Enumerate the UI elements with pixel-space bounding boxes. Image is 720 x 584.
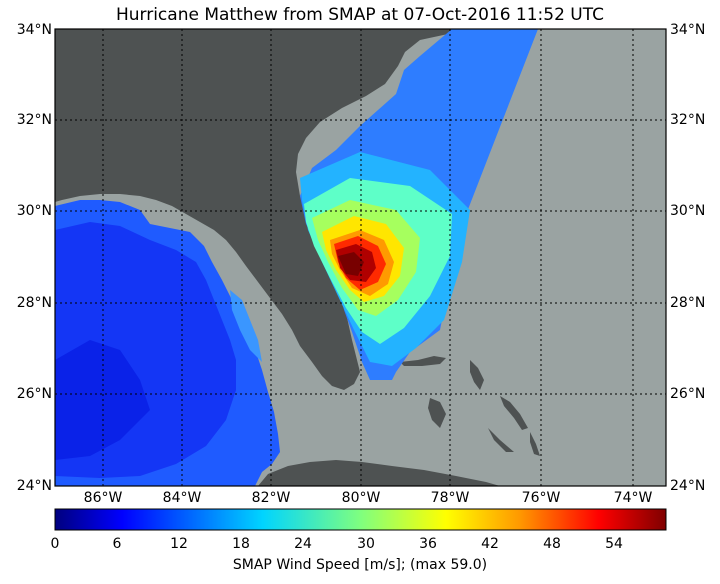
land-cuba bbox=[258, 460, 500, 486]
land-masses bbox=[55, 29, 540, 486]
lat-label-28n-right: 28°N bbox=[670, 295, 706, 311]
map-graticule bbox=[55, 29, 666, 486]
land-eleuthera bbox=[500, 396, 528, 430]
lat-label-28n-left: 28°N bbox=[16, 295, 52, 311]
colorbar-tick-36: 36 bbox=[419, 536, 437, 552]
colorbar-tick-18: 18 bbox=[232, 536, 250, 552]
lat-label-30n-right: 30°N bbox=[670, 203, 706, 219]
lon-label-78w: 78°W bbox=[430, 490, 470, 506]
lon-label-84w: 84°W bbox=[162, 490, 202, 506]
land-abaco bbox=[470, 360, 484, 390]
lat-label-24n-left: 24°N bbox=[16, 478, 52, 494]
colorbar-tick-12: 12 bbox=[170, 536, 188, 552]
lat-label-26n-left: 26°N bbox=[16, 386, 52, 402]
map-frame bbox=[54, 28, 667, 487]
colorbar-tick-54: 54 bbox=[605, 536, 623, 552]
lat-label-24n-right: 24°N bbox=[670, 478, 706, 494]
lat-label-34n-left: 34°N bbox=[16, 22, 52, 38]
land-southeast-us bbox=[55, 29, 455, 390]
map-title: Hurricane Matthew from SMAP at 07-Oct-20… bbox=[115, 5, 605, 25]
colorbar-tick-6: 6 bbox=[112, 536, 122, 552]
lat-label-30n-left: 30°N bbox=[16, 203, 52, 219]
lon-label-76w: 76°W bbox=[521, 490, 561, 506]
land-grand-bahama bbox=[400, 356, 446, 366]
colorbar-tick-30: 30 bbox=[357, 536, 375, 552]
land-andros bbox=[428, 398, 446, 428]
lon-label-80w: 80°W bbox=[341, 490, 381, 506]
colorbar-tick-42: 42 bbox=[481, 536, 499, 552]
lon-label-86w: 86°W bbox=[83, 490, 123, 506]
colorbar bbox=[54, 508, 667, 531]
colorbar-tick-0: 0 bbox=[50, 536, 60, 552]
lat-label-32n-right: 32°N bbox=[670, 112, 706, 128]
colorbar-tick-48: 48 bbox=[543, 536, 561, 552]
lon-label-74w: 74°W bbox=[613, 490, 653, 506]
colorbar-label: SMAP Wind Speed [m/s]; (max 59.0) bbox=[232, 557, 488, 573]
wind-swath-gulf bbox=[55, 200, 280, 486]
lat-label-32n-left: 32°N bbox=[16, 112, 52, 128]
lat-label-34n-right: 34°N bbox=[670, 22, 706, 38]
lon-label-82w: 82°W bbox=[251, 490, 291, 506]
lat-label-26n-right: 26°N bbox=[670, 386, 706, 402]
colorbar-tick-24: 24 bbox=[294, 536, 312, 552]
land-cat-island bbox=[530, 432, 540, 456]
